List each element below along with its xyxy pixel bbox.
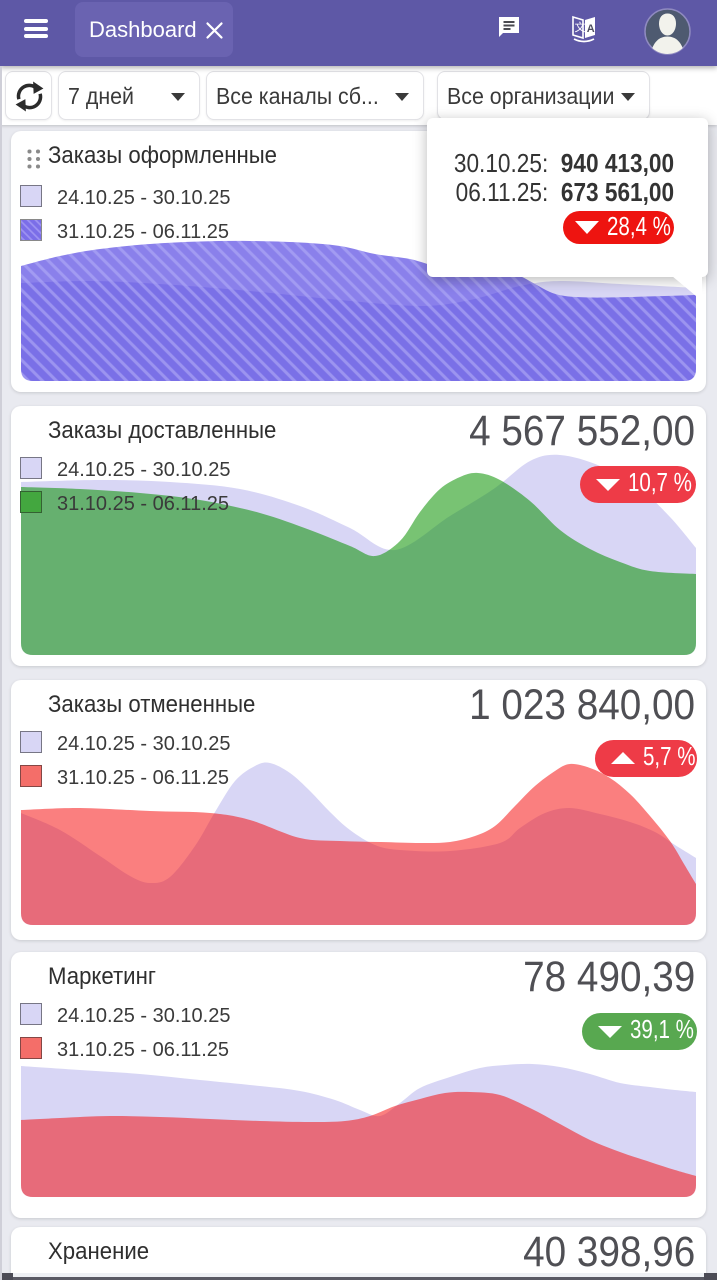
- svg-text:A: A: [587, 23, 595, 35]
- svg-text:文: 文: [575, 20, 586, 34]
